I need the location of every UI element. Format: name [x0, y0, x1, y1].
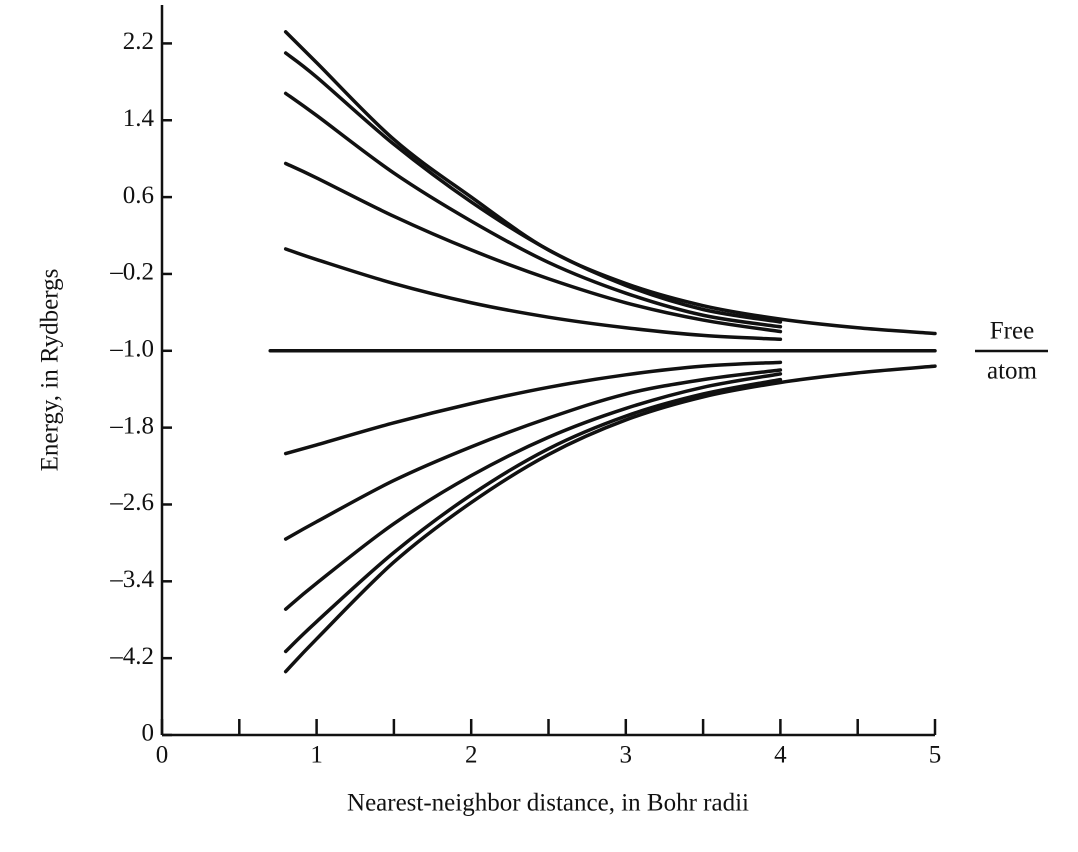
x-tick-label: 0	[156, 742, 169, 769]
y-tick-label: 1.4	[123, 105, 155, 132]
curve	[283, 360, 783, 456]
y-tick-label: –0.2	[109, 259, 154, 286]
curve	[283, 372, 783, 611]
y-tick-label: –4.2	[109, 643, 154, 670]
x-tick-label: 5	[929, 742, 942, 769]
curve	[283, 368, 783, 541]
x-tick-label: 4	[774, 742, 787, 769]
annotation: Free	[990, 318, 1034, 345]
y-tick-label: 0	[142, 720, 155, 747]
curve	[283, 364, 937, 674]
curve	[283, 247, 783, 342]
y-axis-title: Energy, in Rydbergs	[37, 269, 64, 472]
y-tick-label: –1.0	[109, 336, 154, 363]
curve	[283, 377, 783, 654]
x-tick-label: 1	[310, 742, 323, 769]
curve	[283, 51, 783, 324]
x-axis-title: Nearest-neighbor distance, in Bohr radii	[347, 790, 749, 817]
x-tick-label: 3	[620, 742, 633, 769]
annotation: atom	[987, 358, 1038, 385]
y-tick-label: –3.4	[109, 566, 154, 593]
x-tick-label: 2	[465, 742, 478, 769]
curve	[283, 161, 783, 334]
y-tick-label: –2.6	[109, 489, 154, 516]
y-tick-label: –1.8	[109, 412, 154, 439]
y-tick-label: 2.2	[123, 28, 154, 55]
curve	[283, 91, 783, 329]
y-tick-label: 0.6	[123, 182, 154, 209]
